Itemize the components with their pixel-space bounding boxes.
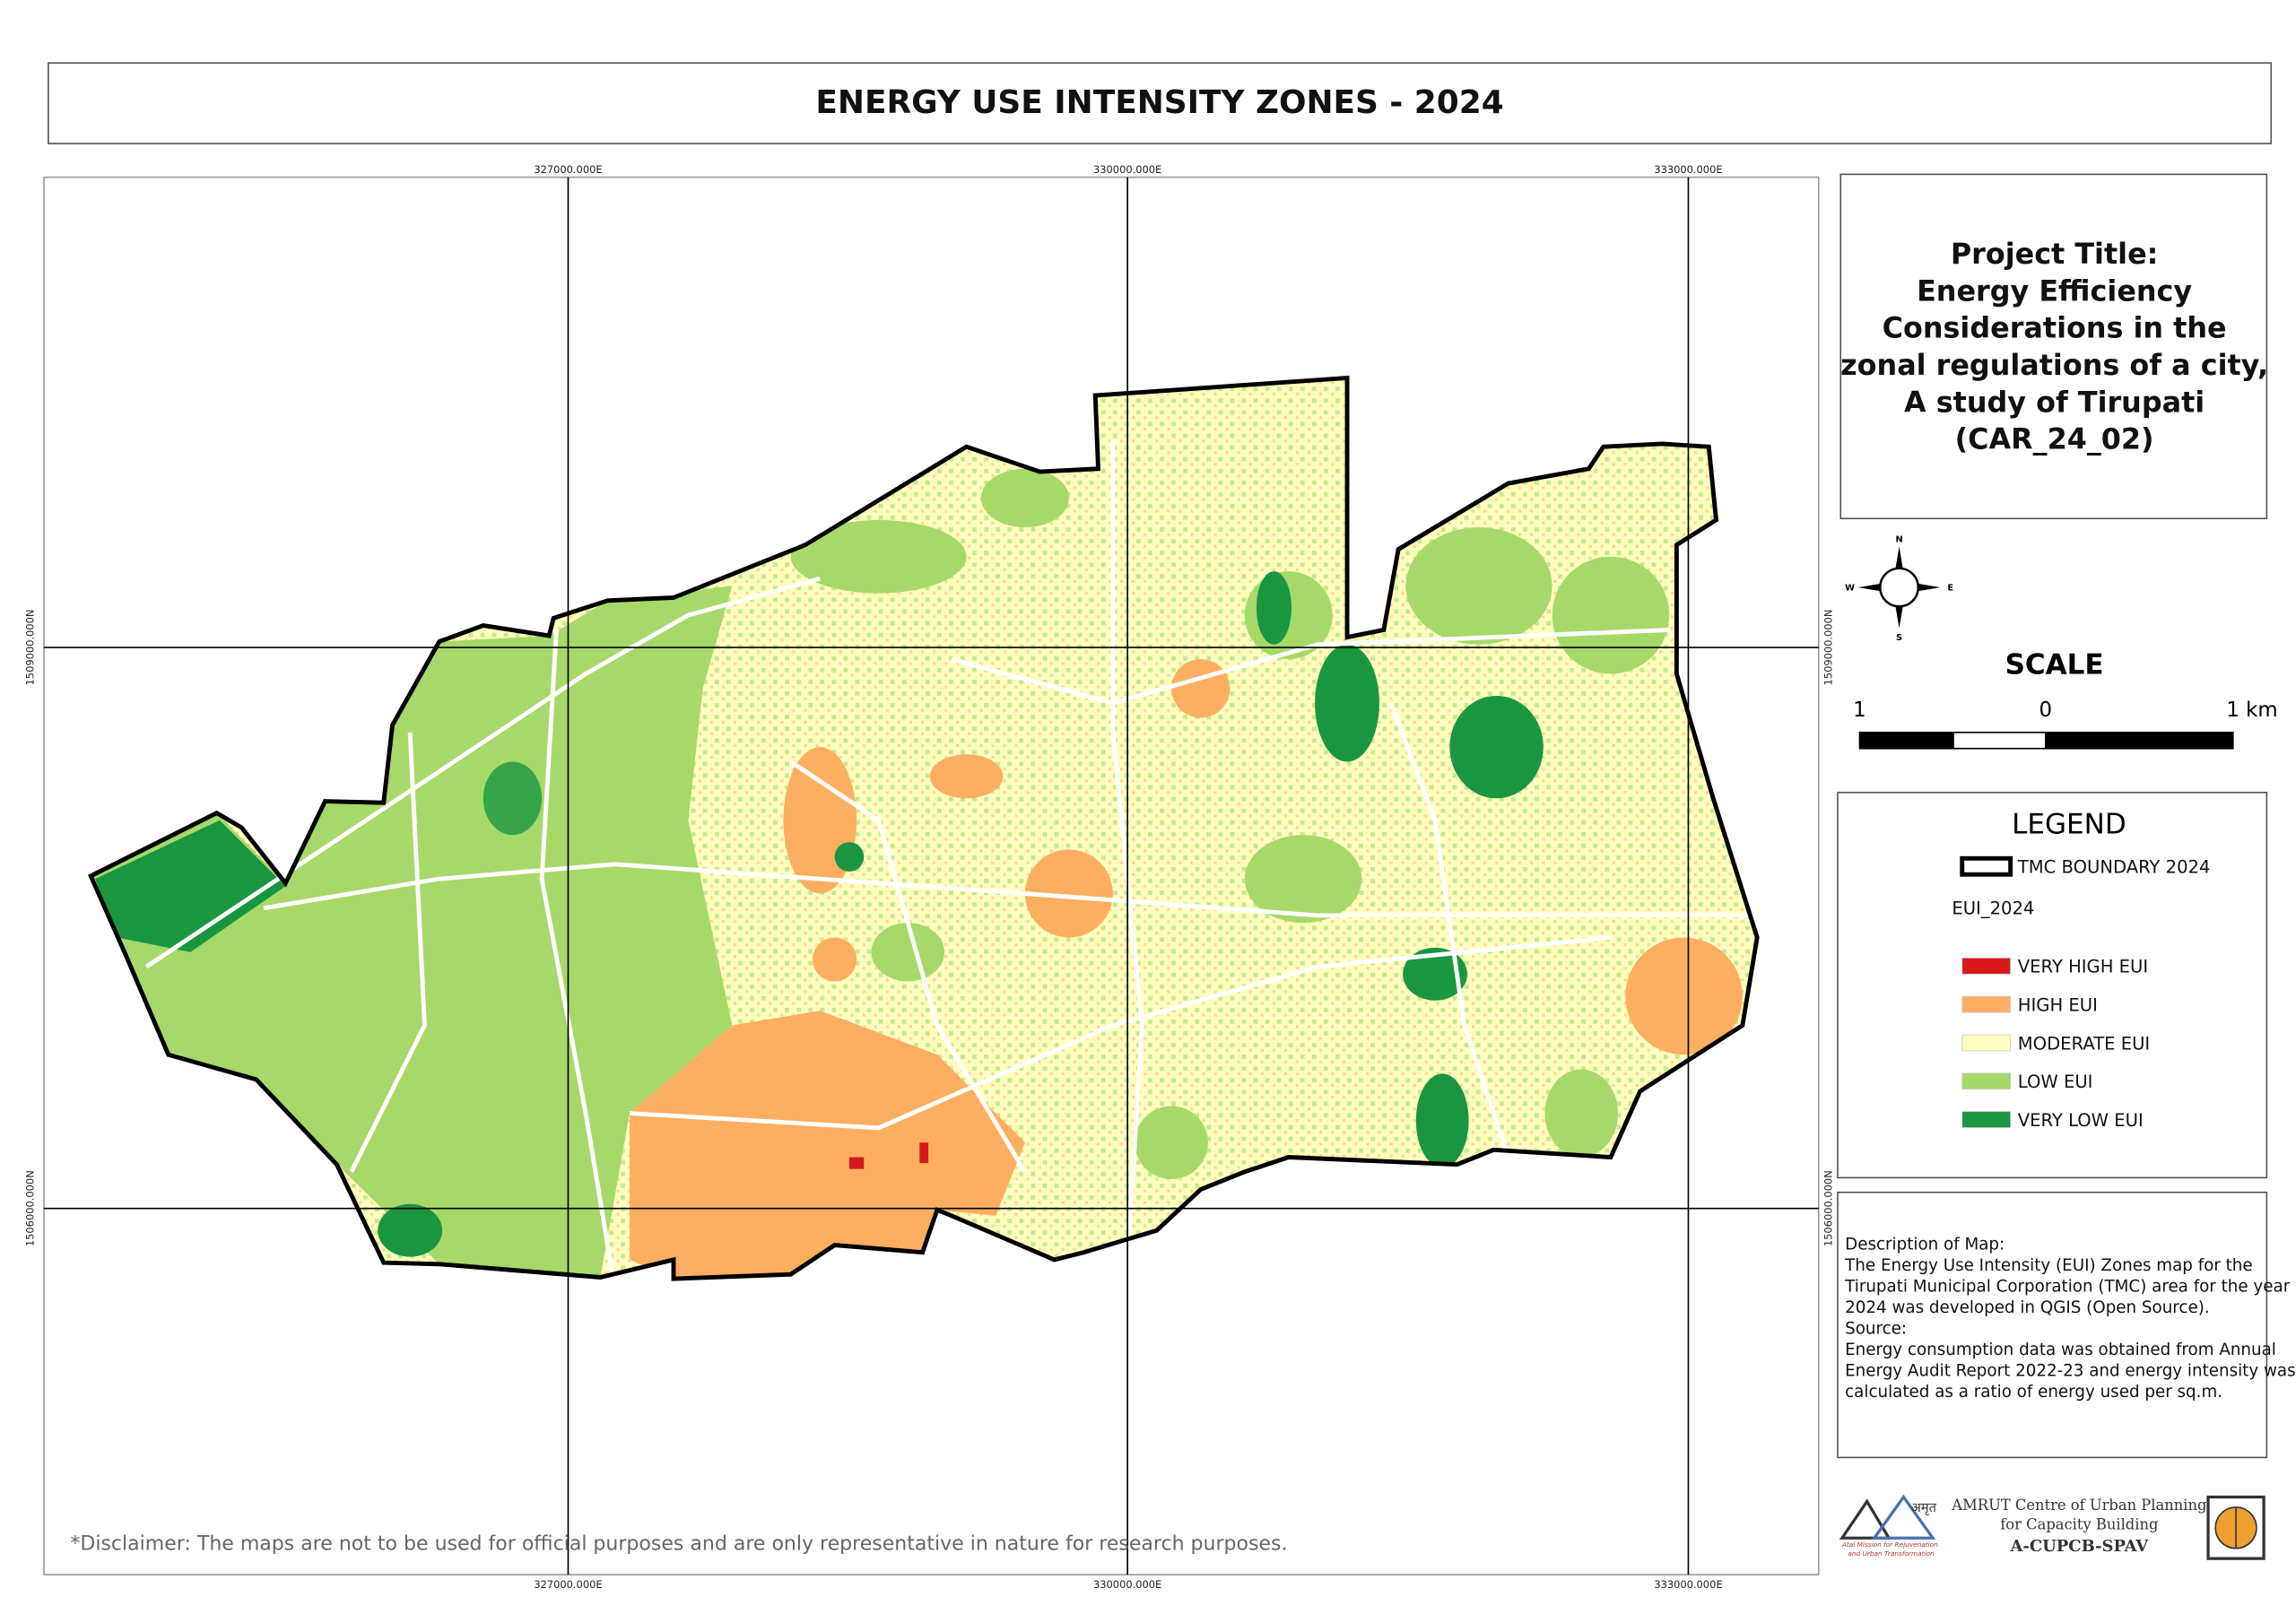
centre-name: AMRUT Centre of Urban Planning	[1951, 1497, 2206, 1514]
description-box	[1837, 1191, 2268, 1459]
legend-label: MODERATE EUI	[2018, 1033, 2150, 1054]
south-label: S	[1896, 633, 1902, 643]
grid-label: 327000.000E	[534, 1578, 602, 1591]
project-title-line: zonal regulations of a city,	[1840, 348, 2268, 382]
project-title-line: Considerations in the	[1883, 311, 2227, 345]
map-title: ENERGY USE INTENSITY ZONES - 2024	[815, 84, 1503, 121]
project-title-line: Energy Efficiency	[1917, 273, 2192, 308]
description-line: The Energy Use Intensity (EUI) Zones map…	[1844, 1256, 2252, 1275]
grid-label: 1506000.000N	[1822, 1170, 1834, 1246]
legend-swatch	[1961, 1072, 2012, 1090]
graticule	[43, 177, 1819, 1575]
description-line: calculated as a ratio of energy used per…	[1845, 1383, 2222, 1402]
legend-label: VERY HIGH EUI	[2018, 957, 2148, 977]
legend-swatch	[1961, 1111, 2012, 1128]
project-title-line: Project Title:	[1951, 237, 2159, 271]
legend-label: TMC BOUNDARY 2024	[2017, 857, 2211, 878]
west-label: W	[1845, 583, 1855, 593]
description-line: 2024 was developed in QGIS (Open Source)…	[1845, 1298, 2210, 1317]
grid-label: 333000.000E	[1654, 1578, 1722, 1591]
scale-label: 0	[2039, 699, 2053, 722]
description-line: Source:	[1845, 1320, 1907, 1339]
legend-label: LOW EUI	[2018, 1072, 2093, 1092]
grid-label: 1509000.000N	[24, 610, 37, 686]
scale-label: 1	[1853, 699, 1866, 722]
project-title-line: (CAR_24_02)	[1955, 422, 2154, 456]
boundary-swatch	[1960, 855, 2013, 877]
scale-bar	[1858, 731, 2234, 750]
legend-box	[1837, 791, 2268, 1179]
scale-title: SCALE	[2005, 648, 2104, 681]
description-line: Energy consumption data was obtained fro…	[1845, 1341, 2276, 1359]
grid-label: 1506000.000N	[24, 1170, 37, 1246]
grid-label: 330000.000E	[1093, 1578, 1161, 1591]
disclaimer: *Disclaimer: The maps are not to be used…	[70, 1532, 1287, 1555]
project-box	[1839, 173, 2268, 520]
scale-label: 1 km	[2226, 699, 2277, 722]
north-label: N	[1895, 534, 1902, 544]
north-arrow: N S E W	[1845, 534, 1953, 642]
amrut-caption: Atal Mission for Rejuvenation	[1841, 1541, 1938, 1549]
amrut-caption: and Urban Transformation	[1848, 1549, 1935, 1558]
legend-swatch	[1961, 957, 2012, 975]
centre-name: for Capacity Building	[2000, 1515, 2158, 1532]
description-line: Description of Map:	[1845, 1235, 2005, 1254]
eui-zones	[91, 378, 1758, 1280]
legend-swatch	[1961, 995, 2012, 1013]
amrut-logo: अमृत Atal Mission for Rejuvenation and U…	[1839, 1494, 1938, 1558]
grid-label: 333000.000E	[1654, 163, 1722, 176]
legend-label: HIGH EUI	[2018, 994, 2098, 1015]
description-line: Energy Audit Report 2022-23 and energy i…	[1845, 1362, 2295, 1381]
east-label: E	[1947, 583, 1953, 593]
legend-group: EUI_2024	[1952, 898, 2034, 918]
grid-label: 1509000.000N	[1822, 610, 1834, 686]
description-line: Tirupati Municipal Corporation (TMC) are…	[1844, 1277, 2291, 1296]
centre-code: A-CUPCB-SPAV	[2009, 1537, 2149, 1556]
amrut-hindi: अमृत	[1911, 1500, 1937, 1515]
legend-title: LEGEND	[2012, 808, 2126, 840]
grid-label: 327000.000E	[534, 163, 602, 176]
legend-swatch	[1961, 1034, 2012, 1052]
project-title-line: A study of Tirupati	[1904, 385, 2205, 419]
title-box	[48, 62, 2273, 144]
spav-logo	[2206, 1495, 2266, 1560]
grid-label: 330000.000E	[1093, 163, 1161, 176]
legend-label: VERY LOW EUI	[2018, 1110, 2144, 1131]
